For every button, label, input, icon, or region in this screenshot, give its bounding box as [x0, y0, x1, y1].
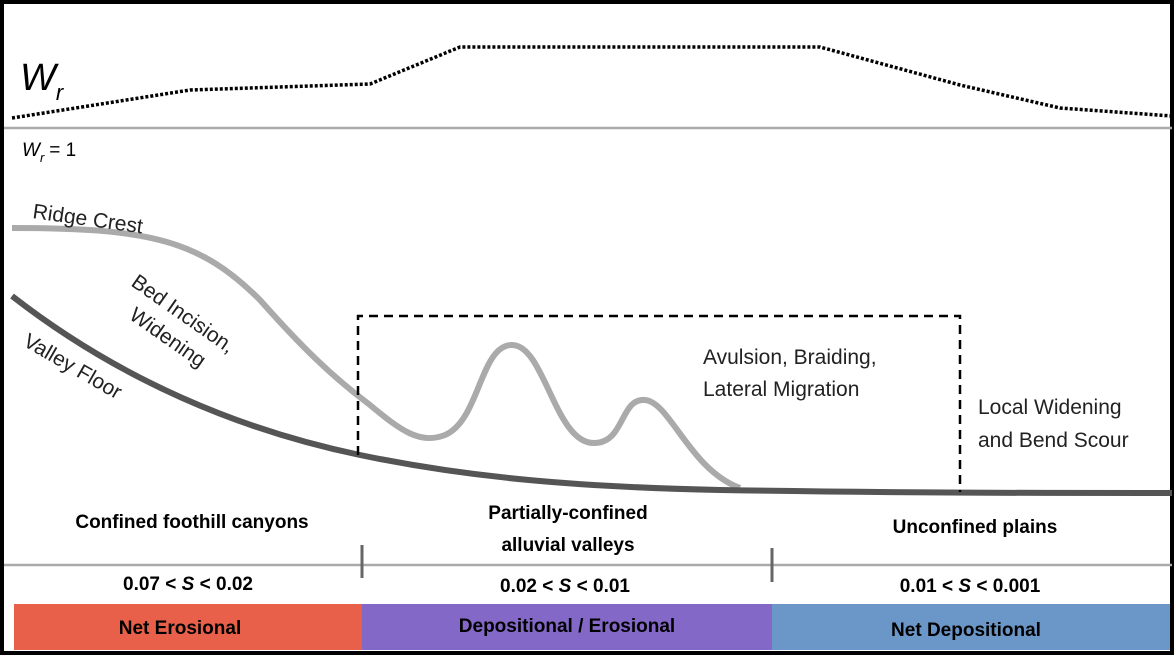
process-label: Avulsion, Braiding, — [703, 346, 877, 369]
ridge-crest-line — [11, 225, 742, 491]
slope-part: < 0.01 — [577, 576, 631, 597]
valley-floor-line — [10, 293, 1173, 496]
zone-title: Confined foothill canyons — [75, 512, 308, 533]
process-label: Net Depositional — [891, 620, 1041, 641]
slope-range: 0.07 < S < 0.02 — [123, 574, 253, 595]
process-bar — [362, 604, 772, 650]
process-bar — [772, 604, 1170, 650]
slope-part: 0.07 < — [123, 574, 176, 595]
zone-title: Partially-confined — [488, 503, 647, 524]
process-bar — [14, 604, 362, 650]
slope-part: 0.02 < — [500, 576, 553, 597]
wr-symbol: W — [20, 57, 59, 99]
wr-subscript: r — [56, 80, 65, 105]
wr-subscript: r — [40, 150, 45, 165]
slope-var: S — [182, 574, 195, 595]
slope-range: 0.01 < S < 0.001 — [900, 576, 1041, 597]
wr-profile — [11, 45, 1173, 120]
process-label: and Bend Scour — [978, 429, 1129, 452]
process-label: Depositional / Erosional — [459, 616, 675, 637]
zone-title: alluvial valleys — [501, 535, 634, 556]
wr-label: Wr — [20, 57, 65, 105]
slope-range: 0.02 < S < 0.01 — [500, 576, 630, 597]
slope-var: S — [958, 576, 971, 597]
wr-symbol: W — [22, 140, 42, 161]
wr-baseline: Wr = 1 — [22, 140, 76, 165]
slope-part: < 0.001 — [976, 576, 1040, 597]
dashed-box — [356, 314, 962, 492]
wr-suffix: = 1 — [49, 140, 76, 161]
process-label: Net Erosional — [119, 618, 241, 639]
slope-var: S — [559, 576, 572, 597]
process-label: Local Widening — [978, 396, 1122, 419]
process-label: Lateral Migration — [703, 378, 859, 401]
slope-part: 0.01 < — [900, 576, 953, 597]
slope-part: < 0.02 — [200, 574, 253, 595]
zone-title: Unconfined plains — [893, 517, 1058, 538]
